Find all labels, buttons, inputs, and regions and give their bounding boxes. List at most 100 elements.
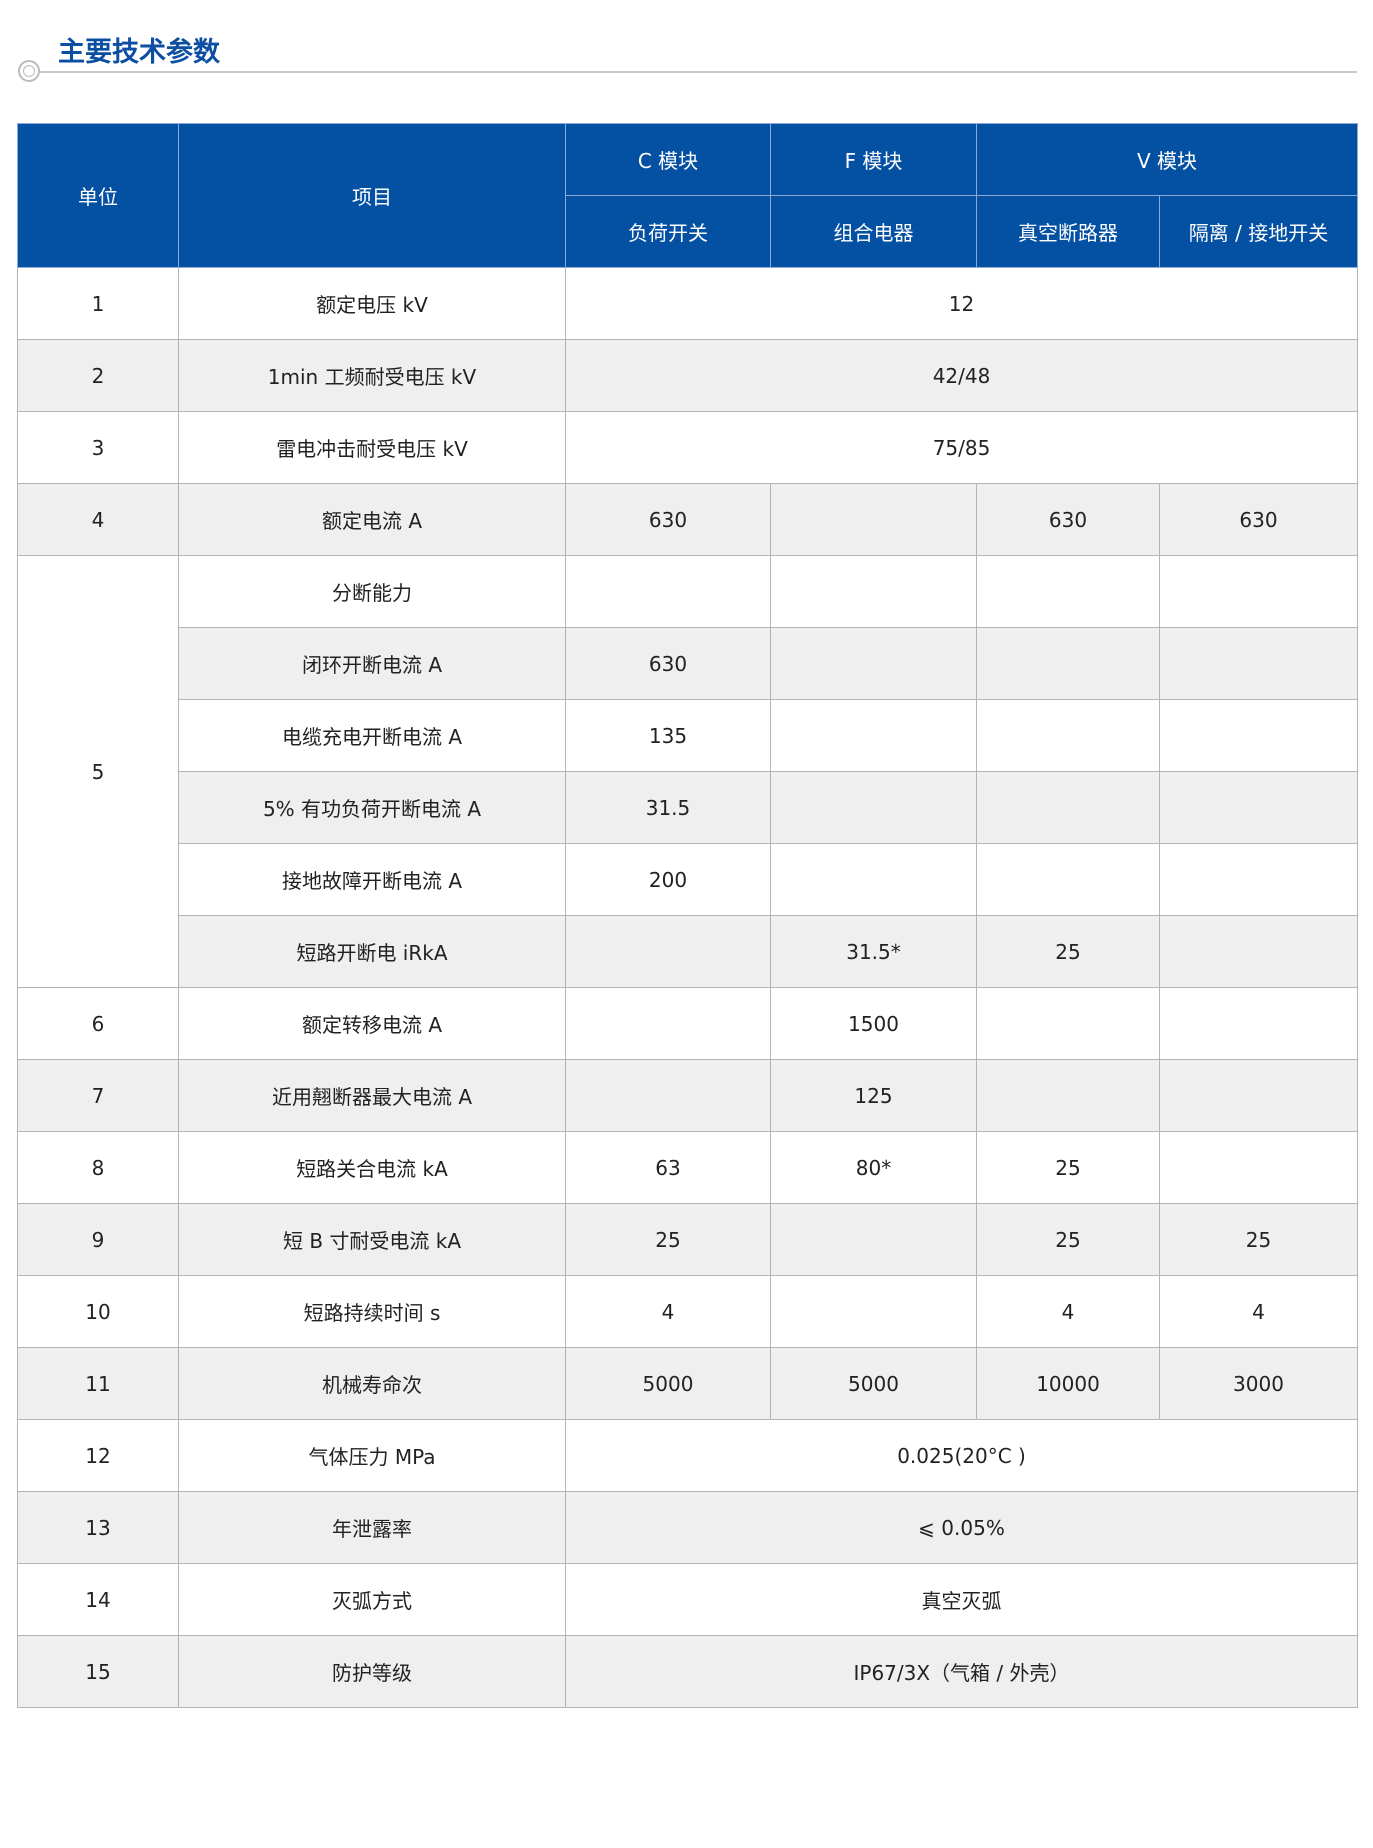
v-switch-value [1158, 1059, 1359, 1132]
row-item: 短路持续时间 s [178, 1275, 566, 1348]
table-row: 闭环开断电流 A 630 [18, 627, 1359, 700]
c-module-value: 4 [565, 1275, 771, 1348]
c-module-value: 25 [565, 1203, 771, 1276]
table-row: 1 额定电压 kV 12 [17, 267, 1359, 340]
row-value: ⩽ 0.05% [564, 1491, 1359, 1564]
row-item: 额定电流 A [178, 483, 566, 556]
row-number: 2 [17, 339, 179, 412]
row-number: 8 [17, 1131, 179, 1204]
v-breaker-value [976, 1059, 1160, 1132]
row-item: 闭环开断电流 A [178, 627, 566, 700]
c-module-value: 5000 [565, 1347, 771, 1420]
v-breaker-value [976, 699, 1160, 772]
row-item: 气体压力 MPa [178, 1419, 566, 1492]
v-switch-value [1158, 843, 1359, 916]
table-row: 4 额定电流 A 630 630 630 [17, 483, 1359, 556]
v-switch-value [1158, 555, 1359, 628]
row-item: 1min 工频耐受电压 kV [178, 339, 566, 412]
c-module-value: 200 [565, 843, 771, 916]
f-module-value [770, 1275, 977, 1348]
row-value: 75/85 [564, 411, 1359, 484]
table-row: 5 分断能力 [17, 555, 1359, 988]
row-item: 接地故障开断电流 A [178, 843, 566, 916]
v-breaker-value: 25 [976, 1131, 1160, 1204]
v-breaker-value: 25 [976, 915, 1160, 988]
row-item: 额定转移电流 A [178, 987, 566, 1060]
row-number: 9 [17, 1203, 179, 1276]
row-number: 7 [17, 1059, 179, 1132]
row-item: 电缆充电开断电流 A [178, 699, 566, 772]
table-row: 2 1min 工频耐受电压 kV 42/48 [17, 339, 1359, 412]
table-row: 3 雷电冲击耐受电压 kV 75/85 [17, 411, 1359, 484]
table-row: 14 灭弧方式 真空灭弧 [17, 1563, 1359, 1636]
table-row: 15 防护等级 IP67/3X（气箱 / 外壳） [17, 1635, 1359, 1708]
header-v-sub2: 隔离 / 接地开关 [1158, 195, 1359, 268]
row-item: 灭弧方式 [178, 1563, 566, 1636]
c-module-value [565, 1059, 771, 1132]
v-switch-value: 4 [1158, 1275, 1359, 1348]
v-switch-value: 630 [1158, 483, 1359, 556]
v-breaker-value [976, 843, 1160, 916]
row-number: 13 [17, 1491, 179, 1564]
v-switch-value: 3000 [1158, 1347, 1359, 1420]
row-item: 5% 有功负荷开断电流 A [178, 771, 566, 844]
f-module-value: 31.5* [770, 915, 977, 988]
v-breaker-value: 630 [976, 483, 1160, 556]
row-item: 机械寿命次 [178, 1347, 566, 1420]
v-breaker-value: 4 [976, 1275, 1160, 1348]
row-item: 年泄露率 [178, 1491, 566, 1564]
v-switch-value [1158, 699, 1359, 772]
header-v-module: V 模块 [975, 123, 1359, 196]
v-switch-value: 25 [1158, 1203, 1359, 1276]
row-number: 15 [17, 1635, 179, 1708]
row-value: IP67/3X（气箱 / 外壳） [564, 1635, 1359, 1708]
v-breaker-value [976, 771, 1160, 844]
table-row: 电缆充电开断电流 A 135 [18, 699, 1359, 772]
table-row: 6 额定转移电流 A 1500 [17, 987, 1359, 1060]
row-number: 3 [17, 411, 179, 484]
c-module-value: 31.5 [565, 771, 771, 844]
v-breaker-value: 25 [976, 1203, 1160, 1276]
spec-table: 单位 项目 C 模块 F 模块 V 模块 负荷开关 组合电器 真空断路器 隔离 … [17, 123, 1359, 1708]
header-f-module: F 模块 [770, 123, 977, 196]
f-module-value [770, 555, 977, 628]
row-value: 12 [564, 267, 1359, 340]
c-module-value [565, 555, 771, 628]
f-module-value: 1500 [770, 987, 977, 1060]
table-row: 接地故障开断电流 A 200 [18, 843, 1359, 916]
v-switch-value [1158, 771, 1359, 844]
f-module-value: 80* [770, 1131, 977, 1204]
row-number: 14 [17, 1563, 179, 1636]
row-value: 0.025(20°C ) [564, 1419, 1359, 1492]
row-item: 短路关合电流 kA [178, 1131, 566, 1204]
page-title: 主要技术参数 [58, 37, 220, 68]
f-module-value [770, 627, 977, 700]
v-breaker-value [976, 627, 1160, 700]
bullet-ring-icon [18, 60, 40, 82]
row-number: 4 [17, 483, 179, 556]
row-value: 真空灭弧 [564, 1563, 1359, 1636]
divider [40, 71, 1357, 73]
row-item: 短 B 寸耐受电流 kA [178, 1203, 566, 1276]
c-module-value [565, 987, 771, 1060]
row-number: 5 [17, 555, 179, 988]
table-row: 8 短路关合电流 kA 63 80* 25 [17, 1131, 1359, 1204]
header-c-module: C 模块 [565, 123, 771, 196]
v-breaker-value [976, 555, 1160, 628]
v-switch-value [1158, 915, 1359, 988]
table-row: 13 年泄露率 ⩽ 0.05% [17, 1491, 1359, 1564]
table-row: 7 近用翹断器最大电流 A 125 [17, 1059, 1359, 1132]
header-f-sub: 组合电器 [770, 195, 977, 268]
header-v-sub1: 真空断路器 [976, 195, 1160, 268]
row-number: 11 [17, 1347, 179, 1420]
row-item: 防护等级 [178, 1635, 566, 1708]
f-module-value [770, 483, 977, 556]
row-item: 额定电压 kV [178, 267, 566, 340]
f-module-value [770, 843, 977, 916]
row-item: 分断能力 [178, 555, 566, 628]
v-breaker-value: 10000 [976, 1347, 1160, 1420]
row-number: 12 [17, 1419, 179, 1492]
v-switch-value [1158, 627, 1359, 700]
